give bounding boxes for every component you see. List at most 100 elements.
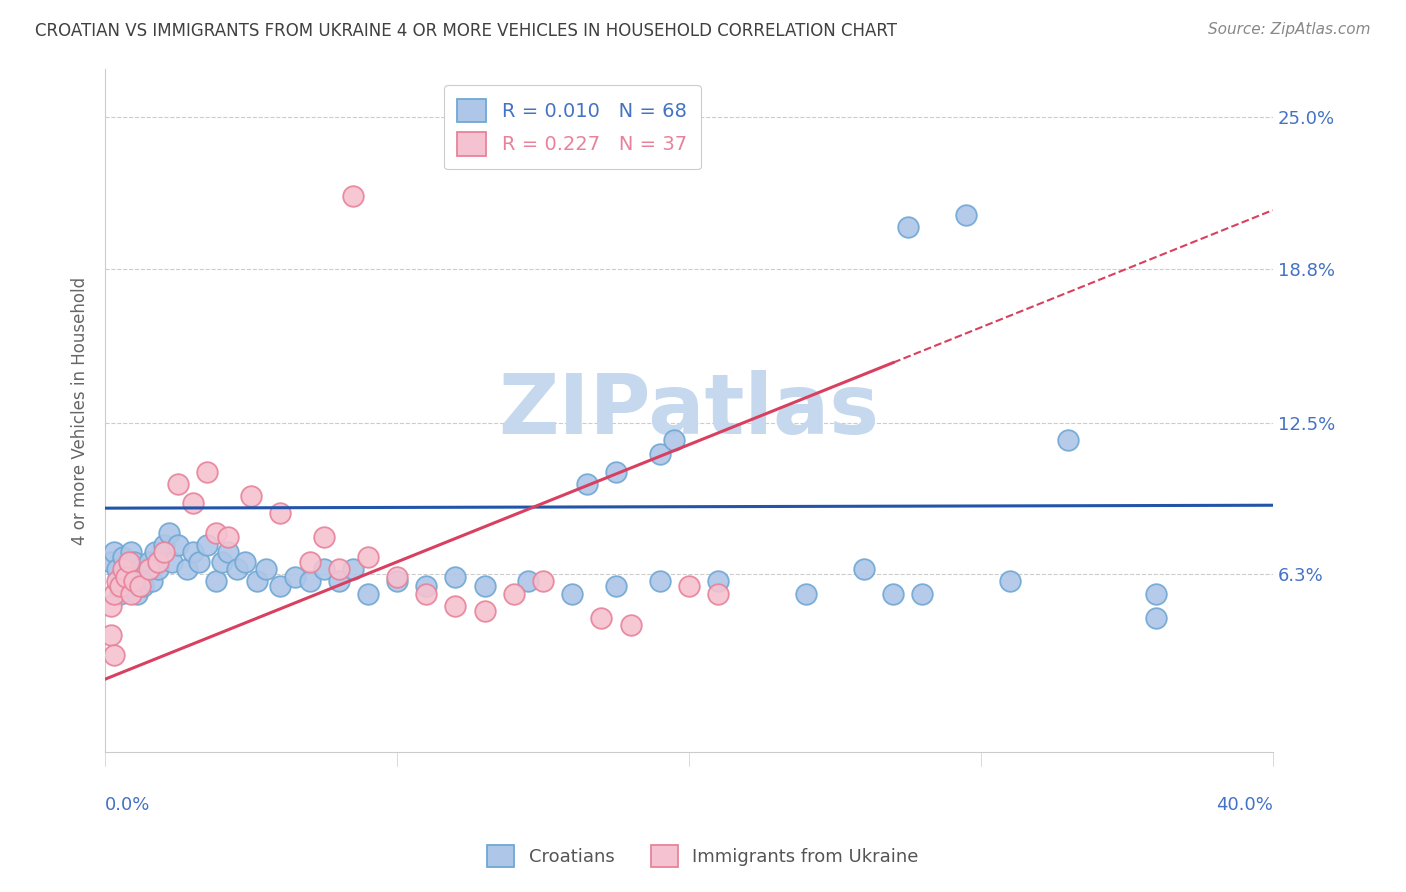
Point [157,525,180,540]
Point [105,562,128,576]
Point [195,538,218,552]
Point [108,579,131,593]
Point [127,587,149,601]
Point [328,562,350,576]
Point [284,569,307,583]
Point [100,628,122,642]
Point [328,574,350,589]
Point [561,587,583,601]
Point [146,562,169,576]
Point [205,525,228,540]
Point [129,562,152,576]
Point [605,579,627,593]
Point [531,574,554,589]
Point [385,569,408,583]
Text: 0.0%: 0.0% [105,797,150,814]
Point [108,587,131,601]
Point [517,574,540,589]
Point [103,648,125,662]
Point [678,579,700,593]
Point [897,220,920,235]
Point [853,562,876,576]
Point [103,587,125,601]
Point [240,489,263,503]
Point [955,208,977,222]
Point [132,579,155,593]
Point [143,545,166,559]
Point [664,433,686,447]
Text: 40.0%: 40.0% [1216,797,1272,814]
Point [124,574,146,589]
Legend: R = 0.010   N = 68, R = 0.227   N = 37: R = 0.010 N = 68, R = 0.227 N = 37 [444,85,700,169]
Point [111,567,134,582]
Point [103,545,125,559]
Point [111,562,134,576]
Point [474,604,496,618]
Point [108,574,131,589]
Point [575,476,598,491]
Point [121,545,143,559]
Point [1144,587,1167,601]
Point [205,574,228,589]
Point [314,531,336,545]
Y-axis label: 4 or more Vehicles in Household: 4 or more Vehicles in Household [72,277,89,544]
Point [124,555,146,569]
Point [591,611,613,625]
Point [111,549,134,564]
Point [357,549,380,564]
Point [167,538,190,552]
Point [415,587,437,601]
Point [619,618,641,632]
Point [176,562,198,576]
Text: CROATIAN VS IMMIGRANTS FROM UKRAINE 4 OR MORE VEHICLES IN HOUSEHOLD CORRELATION : CROATIAN VS IMMIGRANTS FROM UKRAINE 4 OR… [35,22,897,40]
Point [474,579,496,593]
Text: ZIPatlas: ZIPatlas [499,370,879,451]
Point [794,587,817,601]
Point [114,579,136,593]
Point [138,555,160,569]
Point [138,562,160,576]
Point [269,506,291,520]
Point [181,496,204,510]
Point [211,555,233,569]
Point [100,555,122,569]
Point [444,569,467,583]
Point [117,555,139,569]
Point [385,574,408,589]
Point [1144,611,1167,625]
Point [181,545,204,559]
Point [254,562,277,576]
Point [152,538,174,552]
Point [225,562,247,576]
Point [605,465,627,479]
Point [121,587,143,601]
Point [648,447,671,461]
Point [357,587,380,601]
Point [135,562,157,576]
Point [100,599,122,613]
Point [998,574,1021,589]
Point [114,562,136,576]
Point [1057,433,1080,447]
Point [298,555,321,569]
Point [298,574,321,589]
Point [152,545,174,559]
Point [707,574,730,589]
Point [707,587,730,601]
Point [342,188,364,202]
Point [269,579,291,593]
Point [217,545,239,559]
Point [882,587,904,601]
Point [105,574,128,589]
Point [911,587,934,601]
Point [217,531,239,545]
Point [167,476,190,491]
Point [415,579,437,593]
Point [233,555,256,569]
Point [129,574,152,589]
Point [246,574,269,589]
Point [117,574,139,589]
Point [129,579,152,593]
Point [342,562,364,576]
Point [124,569,146,583]
